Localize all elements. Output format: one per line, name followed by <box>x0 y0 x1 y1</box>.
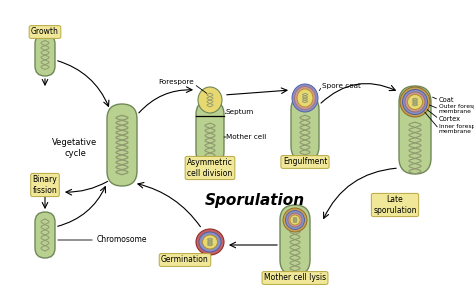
Ellipse shape <box>283 208 307 232</box>
Text: Septum: Septum <box>226 109 254 115</box>
Text: Late
sporulation: Late sporulation <box>373 195 417 215</box>
FancyBboxPatch shape <box>196 101 224 166</box>
Ellipse shape <box>408 95 422 110</box>
Text: Inner forespore
membrane: Inner forespore membrane <box>439 124 474 134</box>
Ellipse shape <box>290 215 300 225</box>
Text: Germination: Germination <box>161 255 209 264</box>
Text: Mother cell: Mother cell <box>226 134 266 140</box>
Text: Vegetative
cycle: Vegetative cycle <box>52 138 98 158</box>
FancyBboxPatch shape <box>35 34 55 76</box>
Ellipse shape <box>288 213 302 227</box>
Text: Binary
fission: Binary fission <box>33 175 57 195</box>
Text: Spore coat: Spore coat <box>322 83 361 89</box>
Ellipse shape <box>199 232 221 252</box>
FancyBboxPatch shape <box>35 212 55 258</box>
Text: Cortex: Cortex <box>439 116 461 122</box>
FancyBboxPatch shape <box>399 86 431 174</box>
Text: Coat: Coat <box>439 97 455 103</box>
Ellipse shape <box>292 84 318 112</box>
Text: Asymmetric
cell division: Asymmetric cell division <box>187 158 233 178</box>
Ellipse shape <box>198 87 222 113</box>
Ellipse shape <box>294 86 316 110</box>
Text: Growth: Growth <box>31 28 59 37</box>
Text: Chromosome: Chromosome <box>97 235 147 244</box>
Text: Outer forespore
membrane: Outer forespore membrane <box>439 104 474 114</box>
Text: Engulfment: Engulfment <box>283 157 327 166</box>
FancyBboxPatch shape <box>107 104 137 186</box>
Text: Sporulation: Sporulation <box>205 193 305 208</box>
FancyBboxPatch shape <box>291 95 319 160</box>
Ellipse shape <box>196 229 224 255</box>
Ellipse shape <box>285 211 304 229</box>
Ellipse shape <box>402 90 428 115</box>
FancyBboxPatch shape <box>280 205 310 275</box>
Ellipse shape <box>297 89 313 107</box>
Ellipse shape <box>400 87 430 117</box>
Ellipse shape <box>202 235 218 249</box>
Text: Mother cell lysis: Mother cell lysis <box>264 273 326 282</box>
Ellipse shape <box>405 92 425 112</box>
Text: Forespore: Forespore <box>158 79 194 85</box>
